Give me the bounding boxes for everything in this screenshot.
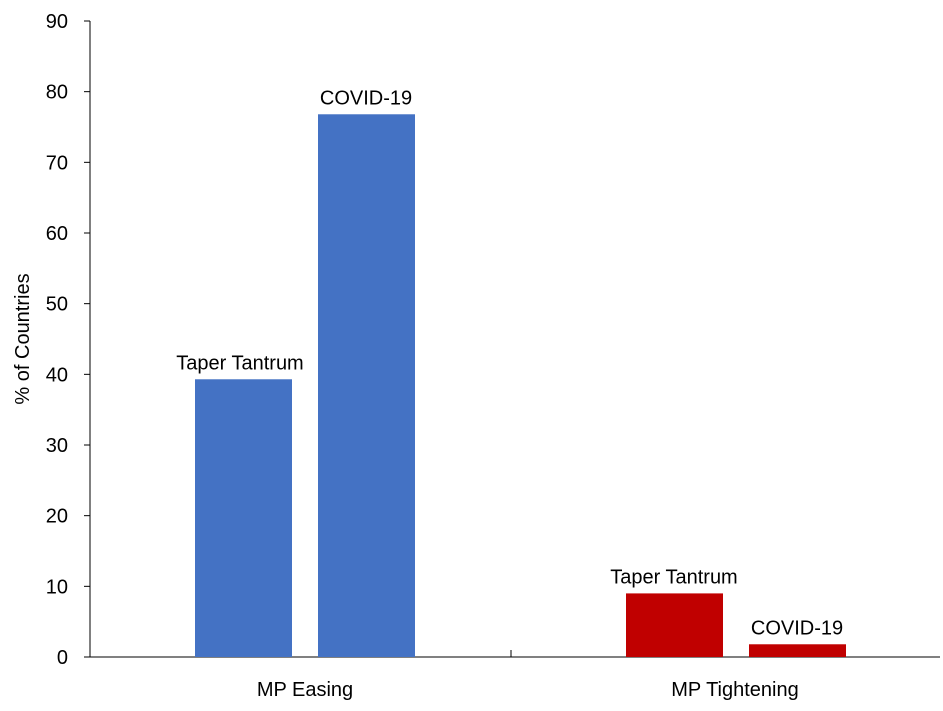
x-category-label: MP Tightening <box>671 679 799 701</box>
y-tick-label: 80 <box>46 82 68 104</box>
x-category-label: MP Easing <box>257 679 353 701</box>
y-axis: 0 10 20 30 40 50 60 70 80 90 <box>46 11 91 669</box>
bar-labels: Taper Tantrum COVID-19 Taper Tantrum COVID-… <box>176 87 843 639</box>
y-tick-label: 20 <box>46 506 68 528</box>
y-tick-label: 40 <box>46 364 68 386</box>
y-tick-label: 90 <box>46 11 68 33</box>
y-tick-label: 50 <box>46 294 68 316</box>
bar <box>318 114 415 657</box>
x-axis: MP Easing MP Tightening <box>90 650 940 701</box>
bar-label: Taper Tantrum <box>610 566 737 588</box>
bar <box>749 644 846 657</box>
bars <box>195 114 846 657</box>
y-axis-title: % of Countries <box>12 273 34 404</box>
bar-label: COVID-19 <box>751 617 843 639</box>
y-tick-label: 0 <box>57 647 68 669</box>
bar-label: COVID-19 <box>320 87 412 109</box>
y-tick-label: 70 <box>46 152 68 174</box>
y-tick-label: 10 <box>46 576 68 598</box>
bar <box>195 379 292 657</box>
bar <box>626 593 723 657</box>
bar-label: Taper Tantrum <box>176 352 303 374</box>
y-tick-label: 60 <box>46 223 68 245</box>
y-tick-label: 30 <box>46 435 68 457</box>
